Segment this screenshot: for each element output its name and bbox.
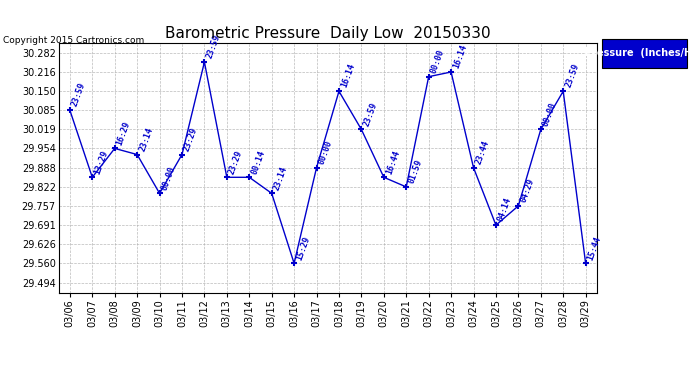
Text: 23:29: 23:29 (182, 126, 199, 153)
Text: 23:44: 23:44 (474, 139, 491, 166)
Text: 00:00: 00:00 (541, 101, 558, 128)
Text: 15:29: 15:29 (295, 235, 311, 261)
Text: 00:14: 00:14 (250, 148, 266, 175)
Text: 00:00: 00:00 (317, 139, 334, 166)
Text: 15:44: 15:44 (586, 235, 603, 261)
Text: 23:29: 23:29 (227, 148, 244, 175)
Text: 01:59: 01:59 (406, 158, 424, 185)
Title: Barometric Pressure  Daily Low  20150330: Barometric Pressure Daily Low 20150330 (165, 26, 491, 40)
Text: 04:29: 04:29 (519, 177, 535, 204)
Text: 00:00: 00:00 (429, 48, 446, 75)
Text: Pressure  (Inches/Hg): Pressure (Inches/Hg) (585, 48, 690, 58)
Text: 23:59: 23:59 (70, 81, 87, 108)
Text: 23:14: 23:14 (272, 165, 289, 191)
Text: 23:59: 23:59 (564, 63, 580, 89)
Text: 00:00: 00:00 (160, 165, 177, 191)
Text: 16:29: 16:29 (115, 120, 132, 146)
Text: 23:14: 23:14 (137, 126, 155, 153)
Text: Copyright 2015 Cartronics.com: Copyright 2015 Cartronics.com (3, 36, 145, 45)
Text: 04:14: 04:14 (496, 196, 513, 223)
Text: 16:44: 16:44 (384, 148, 401, 175)
Text: 16:14: 16:14 (451, 44, 469, 70)
Text: 13:29: 13:29 (92, 148, 110, 175)
Text: 23:59: 23:59 (362, 101, 379, 128)
Text: 23:59: 23:59 (205, 33, 221, 60)
Text: 16:14: 16:14 (339, 63, 356, 89)
